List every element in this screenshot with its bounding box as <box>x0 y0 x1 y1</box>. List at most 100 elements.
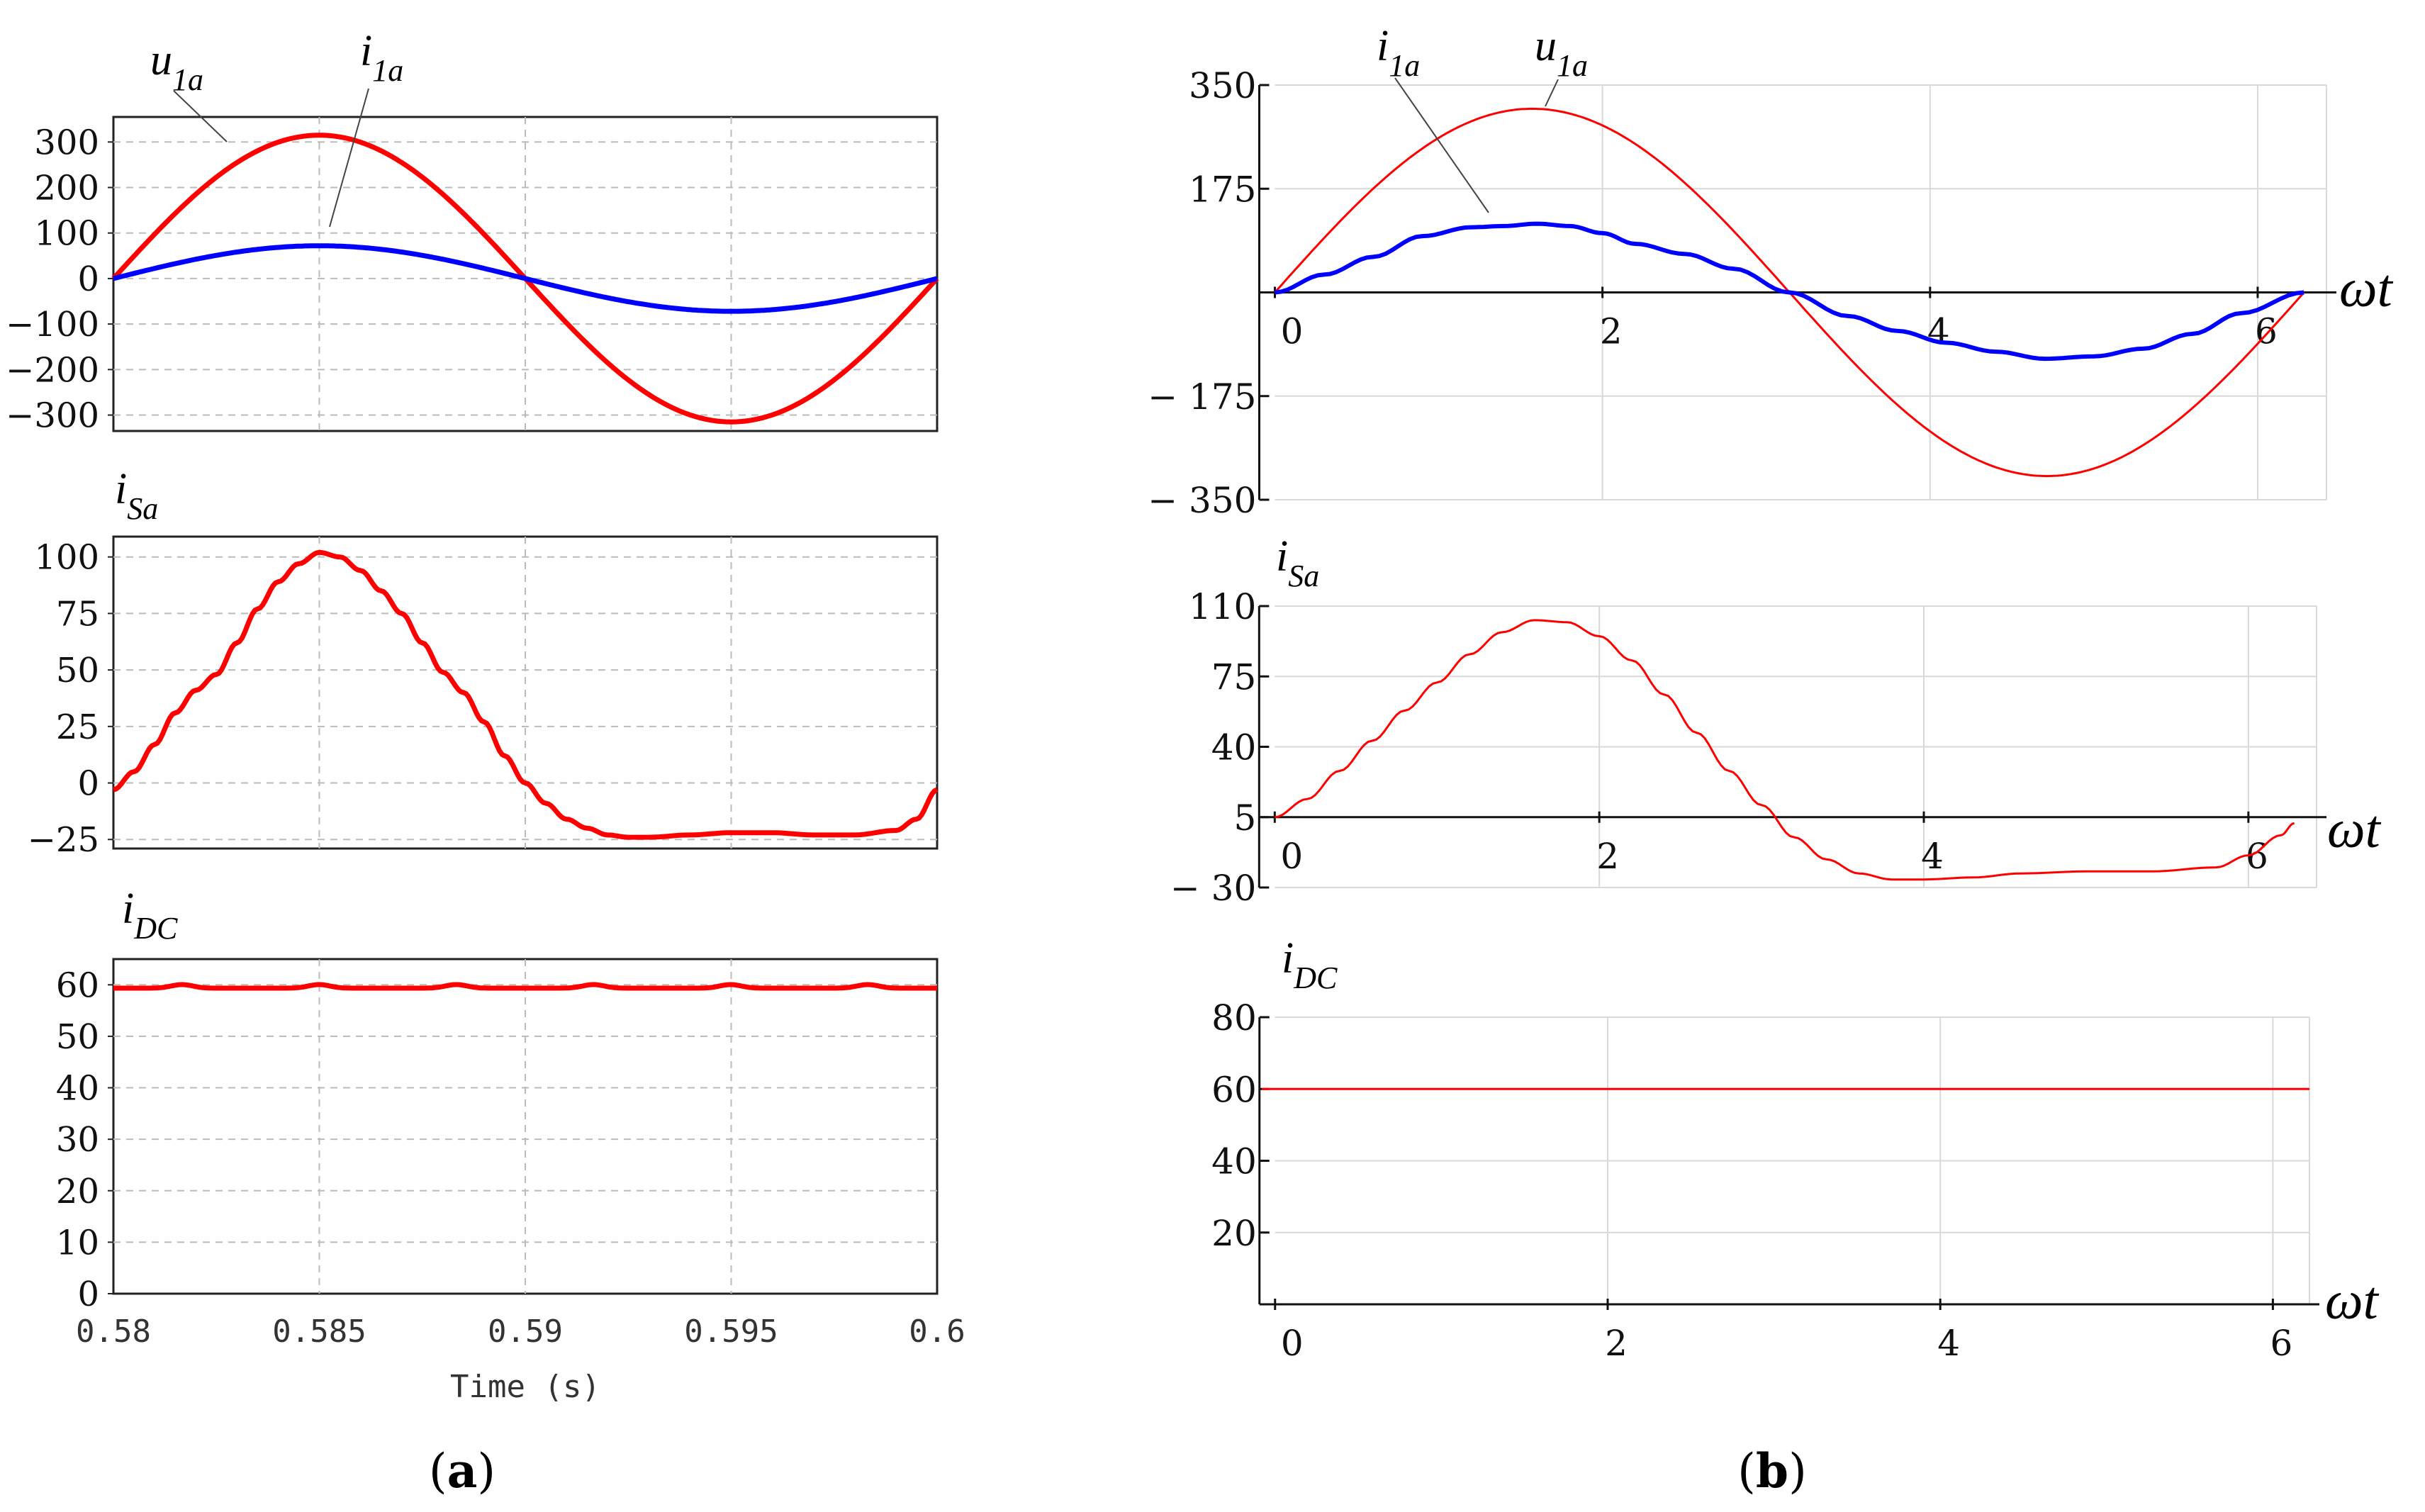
x-tick-label: 0.585 <box>272 1314 366 1350</box>
series-group <box>113 549 939 840</box>
u1a-leader <box>1545 79 1559 107</box>
caption-open: ( <box>429 1444 447 1499</box>
y-tick-label: 0 <box>77 1275 99 1314</box>
series-group <box>111 133 939 425</box>
y-tick-label: −300 <box>6 396 99 436</box>
series-i-sa <box>1275 619 2295 881</box>
x-tick-label: 6 <box>2255 311 2278 352</box>
y-tick-label: 10 <box>56 1223 99 1262</box>
i1a-label: i1a <box>360 27 403 88</box>
y-tick-label: 300 <box>34 123 99 162</box>
y-tick-label: 50 <box>56 1017 99 1057</box>
x-tick-label: 4 <box>1927 311 1950 352</box>
chart-b-mid-title: iSa <box>1276 532 1319 593</box>
y-tick-label: 75 <box>1211 656 1257 698</box>
caption-a: (a) <box>429 1443 495 1499</box>
title-sub: Sa <box>127 491 158 526</box>
i1a-label: i1a <box>1377 22 1420 83</box>
y-tick-label: − 30 <box>1170 868 1256 909</box>
y-tick-labels: 300 200 100 0 −100 −200 −300 <box>6 123 99 435</box>
i1a-base: i <box>360 27 372 75</box>
series-i-1a <box>113 243 938 314</box>
gridlines <box>1275 1017 2310 1304</box>
y-tick-label: 5 <box>1234 797 1257 839</box>
y-tick-label: − 175 <box>1148 376 1256 418</box>
x-tick-label: 0 <box>1281 1323 1304 1364</box>
series-i-dc <box>113 982 938 991</box>
x-tick-labels: 0 2 4 6 <box>1281 311 2278 352</box>
y-tick-label: − 350 <box>1148 480 1256 521</box>
gridlines <box>1275 605 2317 888</box>
title-base: i <box>115 465 127 513</box>
series-group <box>113 982 938 991</box>
i1a-leader <box>1394 77 1489 213</box>
title-base: i <box>122 885 134 933</box>
title-sub: Sa <box>1288 559 1319 593</box>
caption-letter: b <box>1756 1443 1788 1499</box>
i1a-sub: 1a <box>372 53 403 88</box>
y-tick-label: 25 <box>56 707 99 747</box>
y-tick-label: 0 <box>77 259 99 299</box>
annotation-u1a: u1a <box>1535 22 1588 107</box>
series-i-1a <box>1275 221 2304 362</box>
gridlines <box>1275 84 2327 500</box>
annotation-u1a: u1a <box>150 36 228 142</box>
y-tick-label: 20 <box>1211 1213 1257 1254</box>
x-tick-labels: 0.58 0.585 0.59 0.595 0.6 <box>76 1314 965 1350</box>
y-tick-label: 40 <box>56 1069 99 1109</box>
x-tick-label: 0.59 <box>488 1314 563 1350</box>
y-tick-labels: 350 175 − 175 − 350 <box>1148 65 1256 521</box>
y-tick-label: 200 <box>34 169 99 208</box>
y-tick-labels: 80 60 40 20 <box>1211 997 1257 1254</box>
x-tick-label: 2 <box>1605 1323 1628 1364</box>
caption-open: ( <box>1737 1444 1756 1499</box>
x-tick-label: 0.595 <box>684 1314 778 1350</box>
x-axis-label: ωt <box>2327 800 2382 859</box>
u1a-label: u1a <box>1535 22 1588 83</box>
caption-letter: a <box>447 1443 478 1499</box>
u1a-leader <box>173 90 228 142</box>
i1a-leader <box>329 88 369 228</box>
chart-a-bot-title: iDC <box>122 885 178 946</box>
axes <box>1258 1016 2319 1310</box>
y-tick-label: 40 <box>1211 1141 1257 1182</box>
y-tick-label: 60 <box>56 965 99 1005</box>
title-base: i <box>1276 532 1288 581</box>
y-tick-label: 75 <box>56 594 99 634</box>
x-axis-label: ωt <box>2339 259 2394 318</box>
x-tick-label: 0.6 <box>909 1314 965 1350</box>
y-tick-label: 20 <box>56 1172 99 1211</box>
chart-b-bot: iDC 80 60 40 20 0 2 4 6 ωt <box>1211 934 2380 1364</box>
x-tick-label: 0.58 <box>76 1314 151 1350</box>
y-tick-label: 0 <box>77 764 99 804</box>
y-tick-label: −100 <box>6 305 99 345</box>
x-tick-label: 2 <box>1596 836 1619 877</box>
chart-a-mid-title: iSa <box>115 465 158 526</box>
y-tick-label: 350 <box>1189 65 1256 106</box>
y-tick-label: 100 <box>34 214 99 254</box>
caption-b: (b) <box>1737 1443 1807 1499</box>
y-tick-labels: 100 75 50 25 0 −25 <box>28 538 99 861</box>
x-tick-label: 4 <box>1937 1323 1960 1364</box>
y-tick-labels: 60 50 40 30 20 10 0 <box>56 965 99 1314</box>
u1a-base: u <box>1535 22 1557 70</box>
annotation-i1a: i1a <box>329 27 403 228</box>
y-tick-label: 110 <box>1189 586 1256 627</box>
y-tick-labels: 110 75 40 5 − 30 <box>1170 586 1256 909</box>
title-sub: DC <box>1293 961 1338 995</box>
y-tick-label: 100 <box>34 538 99 578</box>
x-axis-label: ωt <box>2325 1271 2380 1331</box>
x-tick-label: 4 <box>1921 836 1944 877</box>
title-base: i <box>1282 934 1294 982</box>
x-tick-label: 0 <box>1281 311 1304 352</box>
x-tick-label: 6 <box>2270 1323 2292 1364</box>
x-tick-label: 2 <box>1600 311 1623 352</box>
u1a-label: u1a <box>150 36 203 97</box>
i1a-sub: 1a <box>1389 48 1420 83</box>
i1a-base: i <box>1377 22 1389 70</box>
